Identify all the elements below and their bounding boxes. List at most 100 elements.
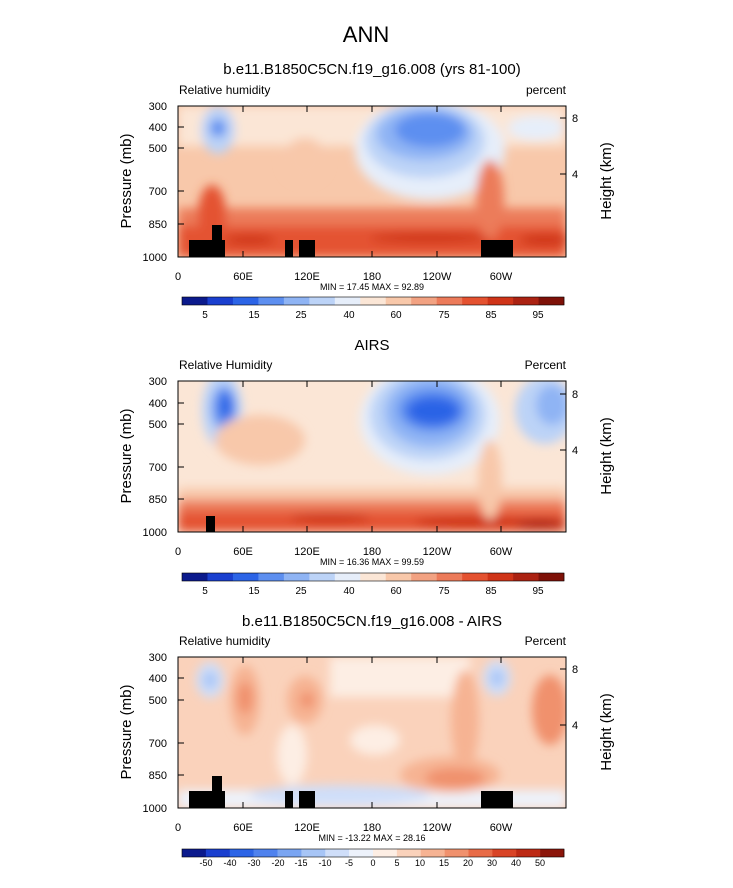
- colorbar-labels: 5 15 25 40 60 75 85 95: [202, 586, 544, 597]
- y-tick: 850: [149, 770, 167, 782]
- x-tick: 120W: [423, 546, 452, 558]
- colorbar-label: 0: [370, 858, 375, 868]
- colorbar-swatch: [462, 297, 488, 305]
- x-tick: 180: [363, 546, 381, 558]
- panel-title: b.e11.B1850C5CN.f19_g16.008 (yrs 81-100): [223, 61, 520, 78]
- colorbar-swatches: [181, 848, 565, 858]
- colorbar-label: 50: [535, 858, 545, 868]
- min-max-stats: MIN = 17.45 MAX = 92.89: [320, 282, 424, 292]
- colorbar-label: 25: [295, 586, 307, 597]
- colorbar-swatch: [207, 297, 234, 305]
- height-tick: 8: [572, 664, 578, 676]
- tick-marks: [178, 656, 566, 809]
- colorbar-swatch: [258, 573, 285, 581]
- colorbar-label: -30: [247, 858, 260, 868]
- colorbar-swatch: [232, 297, 259, 305]
- contour-field: [178, 657, 566, 808]
- y-axis-right-label: Height (km): [598, 142, 615, 220]
- colorbar-swatch: [540, 849, 565, 857]
- colorbar-swatch: [411, 297, 437, 305]
- colorbar-label: 75: [438, 586, 450, 597]
- y-tick: 500: [149, 143, 167, 155]
- height-tick: 8: [572, 389, 578, 401]
- panel-model: b.e11.B1850C5CN.f19_g16.008 (yrs 81-100)…: [118, 61, 615, 321]
- panel-right-label: percent: [526, 83, 567, 97]
- panel-title: b.e11.B1850C5CN.f19_g16.008 - AIRS: [242, 613, 502, 630]
- colorbar-swatch: [182, 573, 208, 581]
- y-tick: 700: [149, 738, 167, 750]
- colorbar-label: -10: [318, 858, 331, 868]
- x-tick: 0: [175, 546, 181, 558]
- x-axis-ticks: 0 60E 120E 180 120W 60W: [175, 271, 513, 283]
- colorbar-label: 15: [439, 858, 449, 868]
- height-tick: 4: [572, 169, 578, 181]
- colorbar-label: -50: [199, 858, 212, 868]
- y-axis-right-label: Height (km): [598, 417, 615, 495]
- colorbar-swatch: [309, 573, 336, 581]
- colorbar-swatch: [349, 849, 374, 857]
- x-tick: 120W: [423, 271, 452, 283]
- min-max-stats: MIN = 16.36 MAX = 99.59: [320, 557, 424, 567]
- colorbar-swatch: [360, 573, 387, 581]
- colorbar-swatch: [385, 573, 412, 581]
- colorbar-label: 75: [438, 310, 450, 321]
- colorbar-swatch: [277, 849, 302, 857]
- tick-marks: [177, 105, 566, 258]
- colorbar-label: 60: [390, 586, 402, 597]
- colorbar-swatches: [181, 572, 565, 582]
- colorbar-swatch: [538, 297, 565, 305]
- colorbar-swatch: [487, 573, 514, 581]
- y-right-ticks: 8 4: [572, 389, 578, 457]
- colorbar-label: 15: [248, 586, 260, 597]
- y-tick: 700: [149, 186, 167, 198]
- colorbar-swatch: [462, 573, 488, 581]
- colorbar-swatch: [538, 573, 565, 581]
- panel-left-label: Relative humidity: [179, 634, 270, 648]
- y-tick: 500: [149, 695, 167, 707]
- y-tick: 300: [149, 652, 167, 664]
- panel-difference: b.e11.B1850C5CN.f19_g16.008 - AIRS Relat…: [118, 613, 615, 868]
- colorbar-swatch: [516, 849, 541, 857]
- colorbar-swatch: [229, 849, 254, 857]
- x-tick: 60W: [490, 271, 513, 283]
- x-tick: 120E: [294, 822, 320, 834]
- y-right-ticks: 8 4: [572, 664, 578, 732]
- panel-airs: AIRS Relative Humidity Percent: [118, 337, 615, 597]
- colorbar-swatch: [258, 297, 285, 305]
- colorbar-frame: [181, 296, 565, 306]
- y-axis-label: Pressure (mb): [118, 684, 135, 779]
- colorbar-label: 5: [202, 586, 208, 597]
- x-axis-ticks: 0 60E 120E 180 120W 60W: [175, 822, 513, 834]
- contour-field: [178, 106, 566, 257]
- y-tick: 850: [149, 494, 167, 506]
- x-tick: 60E: [233, 822, 253, 834]
- height-tick: 4: [572, 720, 578, 732]
- colorbar-label: -15: [294, 858, 307, 868]
- colorbar-label: 30: [487, 858, 497, 868]
- x-tick: 60W: [490, 546, 513, 558]
- colorbar-frame: [181, 848, 565, 858]
- colorbar-label: 25: [295, 310, 307, 321]
- colorbar-label: 40: [343, 310, 355, 321]
- y-tick: 400: [149, 398, 167, 410]
- colorbar-label: 10: [415, 858, 425, 868]
- x-axis-ticks: 0 60E 120E 180 120W 60W: [175, 546, 513, 558]
- colorbar-label: 5: [202, 310, 208, 321]
- colorbar: 5 15 25 40 60 75 85 95: [181, 572, 565, 597]
- x-tick: 0: [175, 822, 181, 834]
- colorbar-label: -20: [271, 858, 284, 868]
- colorbar-swatch: [334, 297, 361, 305]
- x-tick: 60E: [233, 271, 253, 283]
- colorbar-label: 85: [485, 586, 497, 597]
- colorbar-swatch: [420, 849, 445, 857]
- colorbar-label: 60: [390, 310, 402, 321]
- colorbar-label: 15: [248, 310, 260, 321]
- colorbar-label: 95: [532, 586, 544, 597]
- colorbar-swatch: [301, 849, 326, 857]
- colorbar-swatch: [468, 849, 493, 857]
- y-tick: 400: [149, 673, 167, 685]
- y-axis-right-label: Height (km): [598, 693, 615, 771]
- colorbar-swatch: [436, 297, 463, 305]
- colorbar-swatch: [513, 573, 539, 581]
